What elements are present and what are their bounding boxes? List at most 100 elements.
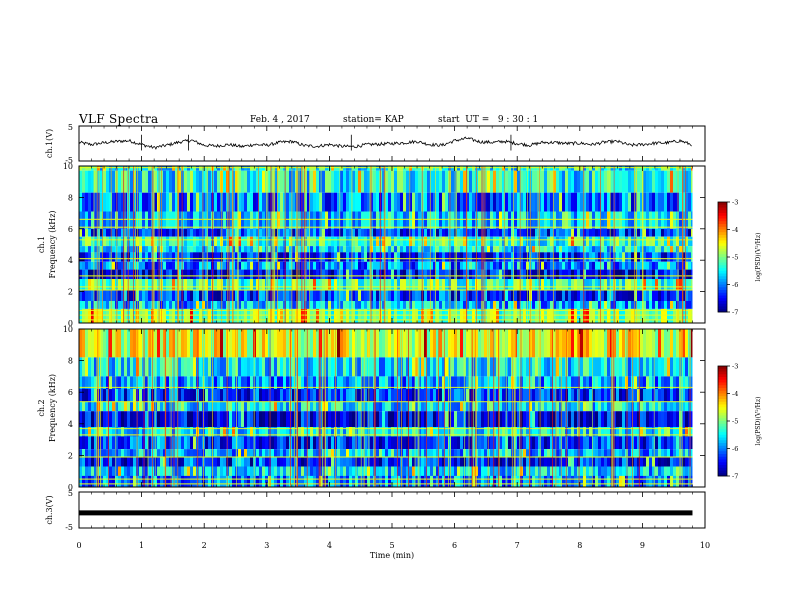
ch2-spectrogram-panel-cell xyxy=(613,357,616,377)
ch2-spectrogram-panel-cell xyxy=(679,357,682,377)
ch1-spectrogram-panel-cell xyxy=(490,279,493,290)
ch2-spectrogram-panel-cell xyxy=(304,436,307,449)
ch2-spectrogram-panel-cell xyxy=(553,357,556,377)
ch2-spectrogram-panel-cell xyxy=(109,389,112,402)
ch1-spectrogram-panel-cell xyxy=(592,301,595,309)
ch1-spectrogram-panel-cell xyxy=(676,236,679,247)
ch2-spectrogram-panel-cell xyxy=(604,411,607,427)
ch2-spectrogram-panel-cell xyxy=(571,376,574,389)
ch2-spectrogram-panel-cell xyxy=(133,357,136,377)
ch2-spectrogram-panel-cell xyxy=(205,329,208,358)
ch1-spectrogram-panel-cell xyxy=(592,252,595,262)
ch1-spectrogram-panel-cell xyxy=(451,279,454,290)
ch2-spectrogram-panel-cell xyxy=(682,401,685,412)
ch1-spectrogram-panel-cell xyxy=(373,301,376,309)
ch2-spectrogram-panel-cell xyxy=(349,411,352,427)
ch2-spectrogram-panel-cell xyxy=(349,376,352,389)
ch1-spectrogram-panel-cell xyxy=(352,192,355,212)
ch1-spectrogram-panel-cell xyxy=(286,192,289,212)
ch2-spectrogram-panel-cell xyxy=(640,411,643,427)
ch2-spectrogram-panel-cell xyxy=(286,401,289,412)
ch1-spectrogram-panel-cell xyxy=(112,261,115,270)
ch1-spectrogram-panel-cell xyxy=(397,301,400,309)
ch2-spectrogram-panel-cell xyxy=(574,329,577,358)
ch1-spectrogram-panel-cell xyxy=(190,301,193,309)
ch1-spectrogram-panel-cell xyxy=(397,269,400,279)
ch1-spectrogram-panel-cell xyxy=(601,236,604,247)
ch2-spectrogram-panel-cell xyxy=(121,329,124,358)
ch1-spectrogram-panel-cell xyxy=(307,261,310,270)
ch1-spectrogram-panel-cell xyxy=(586,301,589,309)
ch1-spectrogram-panel-cell xyxy=(523,211,526,229)
ch1-spectrogram-panel-cell xyxy=(355,166,358,171)
ch2-spectrogram-panel-cell xyxy=(220,449,223,457)
ch1-spectrogram-panel-cell xyxy=(133,279,136,290)
ch1-spectrogram-panel-cell xyxy=(283,192,286,212)
ch2-spectrogram-panel-cell xyxy=(430,329,433,358)
ch1-spectrogram-panel-cell xyxy=(289,308,292,323)
ch1-spectrogram-panel-cell xyxy=(346,170,349,193)
ch1-spectrogram-panel-cell xyxy=(394,192,397,212)
ch1-spectrogram-panel-cell xyxy=(148,269,151,279)
ch1-spectrogram-panel-cell xyxy=(331,170,334,193)
ch2-spectrogram-panel-cell xyxy=(130,401,133,412)
ch1-spectrogram-panel-cell xyxy=(118,246,121,253)
ch2-spectrogram-panel-cell xyxy=(325,427,328,437)
ch2-spectrogram-panel-cell xyxy=(178,357,181,377)
ch1-spectrogram-panel-cell xyxy=(664,290,667,301)
ch1-spectrogram-panel-cell xyxy=(145,246,148,253)
ch2-spectrogram-panel-cell xyxy=(283,401,286,412)
ch2-spectrogram-panel-cell xyxy=(238,401,241,412)
ch2-spectrogram-panel-cell xyxy=(598,401,601,412)
ch1-spectrogram-panel-cell xyxy=(580,290,583,301)
ch2-spectrogram-panel-cell xyxy=(187,427,190,437)
ch1-spectrogram-panel-cell xyxy=(448,252,451,262)
ch1-spectrogram-panel-cell xyxy=(664,246,667,253)
ch1-spectrogram-panel-cell xyxy=(94,290,97,301)
ch2-spectrogram-panel-cell xyxy=(628,401,631,412)
ch1-spectrogram-panel-cell xyxy=(124,170,127,193)
ch2-spectrogram-panel-cell xyxy=(358,427,361,437)
ch2-spectrogram-panel-cell xyxy=(430,411,433,427)
ch2-spectrogram-panel-cell xyxy=(496,449,499,457)
ch1-spectrogram-panel-cell xyxy=(466,246,469,253)
ch1-spectrogram-panel-cell xyxy=(415,279,418,290)
ch1-spectrogram-panel-cell xyxy=(361,261,364,270)
ch2-spectrogram-panel-cell xyxy=(451,376,454,389)
ch1-spectrogram-panel-cell xyxy=(328,301,331,309)
ch2-spectrogram-panel-cell xyxy=(625,427,628,437)
ch1-spectrogram-panel-cell xyxy=(664,279,667,290)
ch2-spectrogram-panel-cell xyxy=(397,427,400,437)
ch1-spectrogram-panel-cell xyxy=(619,211,622,229)
ch1-spectrogram-panel-cell xyxy=(484,236,487,247)
ch2-spectrogram-panel-cell xyxy=(658,411,661,427)
ch1-spectrogram-panel-cell xyxy=(235,166,238,171)
ch2-spectrogram-panel-cell xyxy=(517,401,520,412)
ch2-spectrogram-panel-cell xyxy=(217,329,220,358)
ch1-spectrogram-panel-cell xyxy=(595,166,598,171)
ch2-spectrogram-panel-cell xyxy=(520,357,523,377)
ch1-spectrogram-panel-cell xyxy=(463,301,466,309)
ch2-spectrogram-panel-cell xyxy=(364,401,367,412)
ch1-spectrogram-panel-cell xyxy=(208,246,211,253)
ch2-spectrogram-panel-cell xyxy=(496,376,499,389)
ch1-spectrogram-panel-cell xyxy=(544,246,547,253)
ch1-spectrogram-panel-cell xyxy=(298,308,301,323)
ch2-spectrogram-panel-cell xyxy=(466,357,469,377)
ch2-spectrogram-panel-cell xyxy=(658,389,661,402)
ch1-spectrogram-panel-cell xyxy=(139,301,142,309)
ch2-spectrogram-panel-cell xyxy=(574,436,577,449)
ch2-spectrogram-panel-cell xyxy=(190,401,193,412)
ch1-spectrogram-panel-cell xyxy=(187,211,190,229)
ch1-spectrogram-panel-cell xyxy=(346,236,349,247)
ch2-spectrogram-panel-cell xyxy=(292,329,295,358)
ch1-spectrogram-panel-cell xyxy=(232,308,235,323)
ch1-spectrogram-panel-cell xyxy=(316,166,319,171)
ch1-spectrogram-panel-cell xyxy=(487,252,490,262)
ch1-spectrogram-panel-cell xyxy=(247,211,250,229)
ch2-spectrogram-panel-cell xyxy=(139,389,142,402)
ch1-spectrogram-panel-cell xyxy=(688,308,691,323)
ch1-spectrogram-panel-cell xyxy=(274,252,277,262)
ch2-spectrogram-panel-cell xyxy=(445,389,448,402)
ch2-spectrogram-panel-cell xyxy=(607,329,610,358)
